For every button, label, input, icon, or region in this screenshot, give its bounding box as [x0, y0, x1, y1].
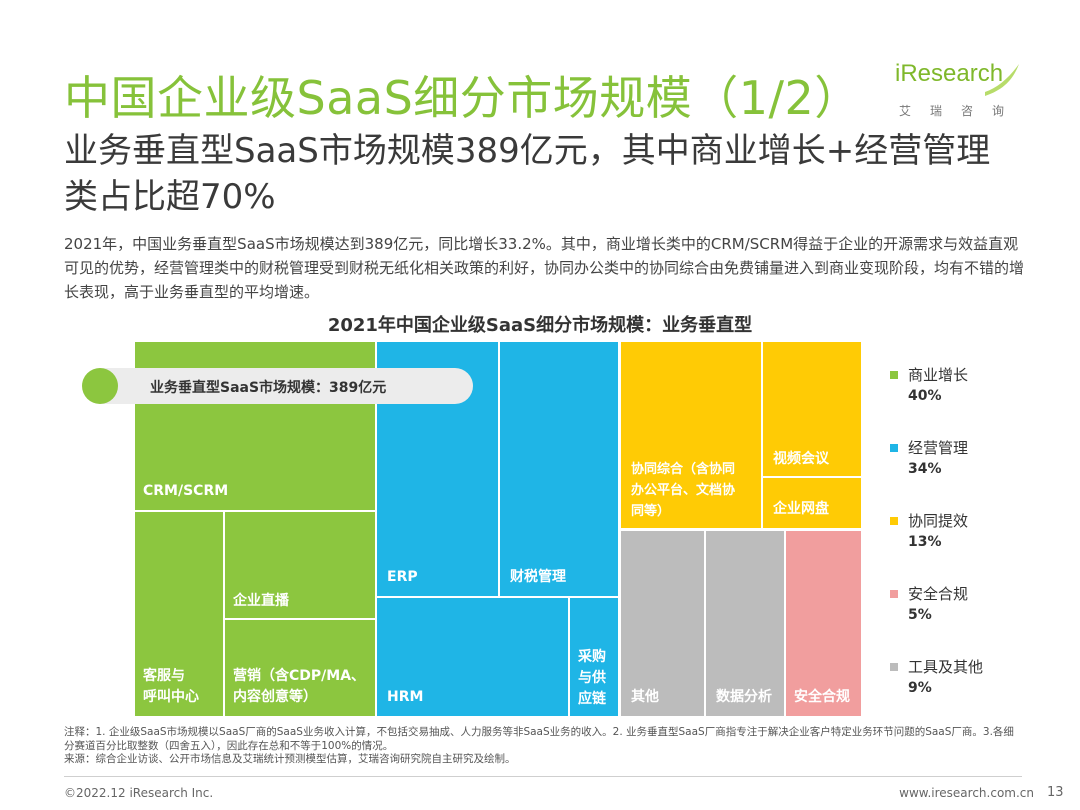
tile-live: 企业直播 — [225, 512, 375, 618]
legend-item: 工具及其他 9% — [890, 656, 1010, 706]
tile-label-crm: CRM/SCRM — [143, 483, 229, 499]
legend-name: 商业增长 — [908, 366, 969, 384]
tile-label-live: 企业直播 — [233, 593, 289, 609]
footer-divider — [64, 776, 1022, 777]
page-subtitle: 业务垂直型SaaS市场规模389亿元，其中商业增长+经营管理类占比超70% — [64, 131, 991, 217]
tile-marketing: 营销（含CDP/MA、 内容创意等） — [225, 620, 375, 716]
tile-label-data: 数据分析 — [716, 689, 772, 705]
logo-swoosh-icon — [985, 64, 1019, 96]
tile-data-analysis: 数据分析 — [706, 531, 784, 716]
legend-pct: 34% — [908, 461, 942, 477]
tile-disk: 企业网盘 — [763, 478, 861, 528]
logo-subtext: 艾瑞咨询 — [899, 104, 1024, 118]
tile-tax: 财税管理 — [500, 342, 618, 596]
footer-url: www.iresearch.com.cn — [899, 786, 1034, 800]
chart-title: 2021年中国企业级SaaS细分市场规模：业务垂直型 — [327, 315, 753, 336]
legend-name: 经营管理 — [908, 439, 969, 457]
legend-pct: 40% — [908, 388, 942, 404]
callout-dot — [82, 368, 118, 404]
page-title: 中国企业级SaaS细分市场规模（1/2） — [64, 71, 861, 125]
tile-collab: 协同综合（含协同 办公平台、文档协 同等） — [621, 342, 761, 528]
legend-pct: 5% — [908, 607, 932, 623]
tile-label-service: 客服与 呼叫中心 — [143, 668, 199, 705]
footnote: 注释：1. 企业级SaaS市场规模以SaaS厂商的SaaS业务收入计算，不包括交… — [64, 726, 1014, 765]
summary-paragraph: 2021年，中国业务垂直型SaaS市场规模达到389亿元，同比增长33.2%。其… — [64, 235, 1025, 301]
tile-label-collab: 协同综合（含协同 办公平台、文档协 同等） — [631, 462, 736, 519]
tile-security: 安全合规 — [786, 531, 861, 716]
logo-text: iResearch — [895, 60, 1004, 87]
page-number: 13 — [1047, 785, 1064, 800]
iresearch-logo: iResearch 艾瑞咨询 — [893, 60, 1023, 120]
tile-label-security: 安全合规 — [794, 689, 850, 705]
legend-item: 经营管理 34% — [890, 437, 1010, 487]
legend-item: 商业增长 40% — [890, 364, 1010, 414]
legend-swatch — [890, 590, 898, 598]
legend-item: 协同提效 13% — [890, 510, 1010, 560]
tile-label-erp: ERP — [387, 569, 418, 585]
tile-label-video: 视频会议 — [773, 451, 829, 467]
tile-label-tax: 财税管理 — [510, 569, 566, 585]
callout-text: 业务垂直型SaaS市场规模：389亿元 — [150, 380, 387, 396]
tile-other: 其他 — [621, 531, 704, 716]
legend-item: 安全合规 5% — [890, 583, 1010, 633]
tile-service: 客服与 呼叫中心 — [135, 512, 223, 716]
tile-label-hrm: HRM — [387, 689, 424, 705]
legend-pct: 13% — [908, 534, 942, 550]
tile-label-disk: 企业网盘 — [773, 501, 829, 517]
market-size-callout — [83, 368, 473, 404]
legend-name: 工具及其他 — [908, 658, 984, 676]
legend-name: 协同提效 — [908, 512, 969, 530]
tile-label-supply: 采购 与供 应链 — [578, 649, 606, 707]
tile-label-marketing: 营销（含CDP/MA、 内容创意等） — [233, 668, 366, 705]
legend-pct: 9% — [908, 680, 932, 696]
legend-swatch — [890, 444, 898, 452]
tile-hrm: HRM — [377, 598, 568, 716]
copyright: ©2022.12 iResearch Inc. — [64, 786, 214, 800]
tile-label-other: 其他 — [631, 689, 659, 705]
tile-video: 视频会议 — [763, 342, 861, 476]
legend-swatch — [890, 517, 898, 525]
legend-swatch — [890, 663, 898, 671]
tile-supply-chain: 采购 与供 应链 — [570, 598, 618, 716]
legend-name: 安全合规 — [908, 585, 969, 603]
legend-swatch — [890, 371, 898, 379]
